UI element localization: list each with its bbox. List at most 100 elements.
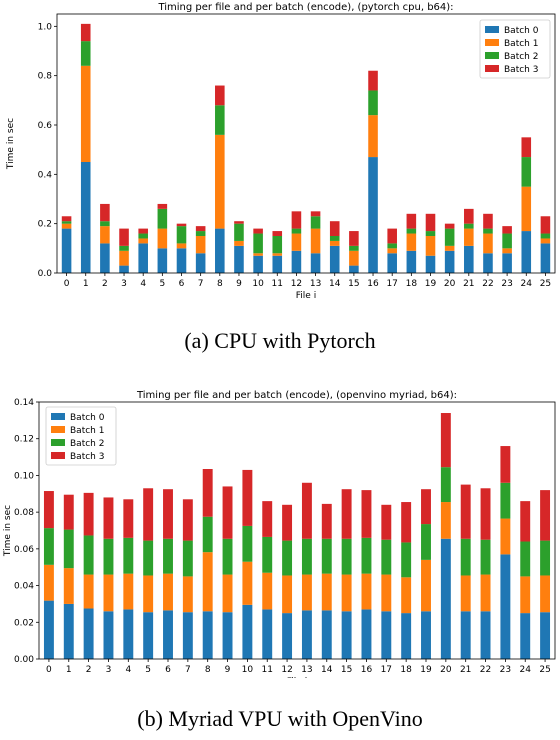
vpu-bar-file-2-batch-0 <box>83 608 94 659</box>
cpu-x-tick-label: 0 <box>64 279 70 289</box>
cpu-bar-file-7-batch-2 <box>195 231 206 236</box>
vpu-x-tick-label: 15 <box>341 665 352 675</box>
vpu-bar-file-3-batch-2 <box>103 538 114 575</box>
vpu-bar-file-5-batch-0 <box>143 612 154 659</box>
vpu-bar-file-0-batch-2 <box>43 528 54 565</box>
cpu-bar-file-10-batch-1 <box>253 253 263 256</box>
vpu-bar-file-5-batch-1 <box>143 575 154 613</box>
vpu-bar-file-7-batch-2 <box>182 540 193 577</box>
vpu-bar-file-16-batch-1 <box>361 573 372 610</box>
vpu-bar-file-24-batch-2 <box>520 541 531 577</box>
vpu-bar-file-7-batch-0 <box>182 612 193 659</box>
vpu-bar-file-18-batch-1 <box>401 577 412 614</box>
cpu-bar-file-5-batch-3 <box>157 203 168 209</box>
cpu-bar-file-17-batch-1 <box>387 248 397 254</box>
vpu-bar-file-9-batch-0 <box>222 612 233 659</box>
cpu-x-tick-label: 21 <box>463 279 474 289</box>
vpu-legend <box>45 406 117 466</box>
cpu-bar-file-0-batch-1 <box>61 223 72 229</box>
cpu-bar-file-20-batch-0 <box>444 250 455 273</box>
vpu-bar-file-11-batch-3 <box>262 501 273 537</box>
caption-b: (b) Myriad VPU with OpenVino <box>137 706 423 731</box>
vpu-bar-file-24-batch-0 <box>520 613 531 659</box>
cpu-bar-file-7-batch-1 <box>195 236 206 254</box>
vpu-y-tick-label: 0.14 <box>14 398 34 408</box>
chart-cpu-pytorch: Timing per file and per batch (encode), … <box>6 2 556 300</box>
cpu-bar-file-1-batch-0 <box>80 162 91 273</box>
vpu-bar-file-10-batch-3 <box>242 469 253 526</box>
cpu-bar-file-14-batch-0 <box>329 245 340 273</box>
vpu-bar-file-7-batch-3 <box>182 499 193 541</box>
vpu-bar-file-0-batch-0 <box>43 600 54 659</box>
cpu-x-tick-label: 18 <box>406 279 418 289</box>
cpu-bar-file-2-batch-0 <box>100 243 110 273</box>
cpu-bar-file-24-batch-3 <box>521 137 532 158</box>
cpu-bar-file-16-batch-2 <box>368 90 378 116</box>
cpu-x-tick-label: 24 <box>521 279 533 289</box>
cpu-bar-file-13-batch-0 <box>310 253 321 273</box>
cpu-legend-swatch-batch-1 <box>485 39 499 46</box>
vpu-x-axis-title: File i <box>287 677 307 678</box>
cpu-bar-file-12-batch-3 <box>291 211 302 229</box>
vpu-bar-file-8-batch-2 <box>202 516 213 553</box>
cpu-x-tick-label: 5 <box>159 279 165 289</box>
vpu-bar-file-19-batch-0 <box>421 611 431 659</box>
vpu-bar-file-6-batch-3 <box>163 489 173 539</box>
cpu-bar-file-0-batch-0 <box>61 228 72 273</box>
cpu-bar-file-18-batch-2 <box>406 228 417 234</box>
caption-a: (a) CPU with Pytorch <box>184 328 376 353</box>
vpu-bar-file-20-batch-1 <box>440 502 451 539</box>
cpu-bar-file-20-batch-2 <box>444 228 455 246</box>
cpu-x-tick-label: 17 <box>386 279 397 289</box>
vpu-legend-label-batch-3: Batch 3 <box>70 452 104 462</box>
vpu-x-tick-label: 10 <box>242 665 254 675</box>
vpu-bar-file-22-batch-0 <box>480 611 491 659</box>
cpu-bar-file-23-batch-0 <box>502 253 512 273</box>
vpu-bar-file-5-batch-3 <box>143 488 154 541</box>
vpu-legend-label-batch-0: Batch 0 <box>70 413 105 423</box>
vpu-bar-file-13-batch-2 <box>301 538 312 575</box>
vpu-bar-file-19-batch-1 <box>421 559 431 612</box>
cpu-bar-file-1-batch-3 <box>80 23 91 42</box>
vpu-x-tick-label: 25 <box>539 665 550 675</box>
cpu-bar-file-18-batch-1 <box>406 233 417 251</box>
cpu-bar-file-0-batch-3 <box>61 216 72 222</box>
cpu-bar-file-23-batch-1 <box>502 248 512 254</box>
cpu-legend-label-batch-3: Batch 3 <box>504 65 538 75</box>
cpu-bar-file-3-batch-2 <box>119 245 129 251</box>
vpu-x-tick-label: 7 <box>185 665 191 675</box>
vpu-bar-file-12-batch-0 <box>282 613 293 659</box>
cpu-bar-file-1-batch-2 <box>80 41 91 66</box>
cpu-x-tick-label: 19 <box>425 279 437 289</box>
cpu-legend-swatch-batch-3 <box>485 65 499 72</box>
cpu-y-axis-title: Time in sec <box>6 118 16 170</box>
vpu-bar-file-23-batch-2 <box>500 482 511 519</box>
cpu-bar-file-13-batch-3 <box>310 211 321 217</box>
cpu-x-tick-label: 11 <box>272 279 283 289</box>
cpu-bar-file-4-batch-1 <box>138 238 148 244</box>
cpu-bar-file-2-batch-2 <box>100 221 110 227</box>
cpu-bar-file-2-batch-3 <box>100 203 110 222</box>
vpu-bar-file-12-batch-1 <box>282 575 293 614</box>
vpu-bar-file-19-batch-3 <box>421 489 431 525</box>
vpu-x-tick-label: 24 <box>520 665 532 675</box>
vpu-bar-file-4-batch-0 <box>123 609 134 659</box>
cpu-bar-file-5-batch-0 <box>157 248 168 273</box>
vpu-chart-title: Timing per file and per batch (encode), … <box>136 390 457 401</box>
vpu-bar-file-17-batch-1 <box>381 574 392 612</box>
vpu-x-tick-label: 1 <box>66 665 72 675</box>
vpu-bar-file-21-batch-2 <box>460 538 471 576</box>
vpu-x-tick-label: 0 <box>46 665 52 675</box>
vpu-bar-file-16-batch-0 <box>361 609 372 659</box>
vpu-bar-file-3-batch-3 <box>103 497 114 539</box>
vpu-bar-file-11-batch-1 <box>262 572 273 610</box>
cpu-y-tick-label: 0.0 <box>38 269 53 279</box>
vpu-bar-file-4-batch-1 <box>123 573 134 610</box>
vpu-bar-file-6-batch-1 <box>163 573 173 611</box>
cpu-x-tick-label: 1 <box>83 279 89 289</box>
vpu-bar-file-0-batch-1 <box>43 564 54 601</box>
cpu-bar-file-22-batch-2 <box>483 228 493 234</box>
cpu-bar-file-10-batch-3 <box>253 228 263 234</box>
vpu-bar-file-9-batch-3 <box>222 486 233 539</box>
cpu-bar-file-24-batch-1 <box>521 186 532 232</box>
